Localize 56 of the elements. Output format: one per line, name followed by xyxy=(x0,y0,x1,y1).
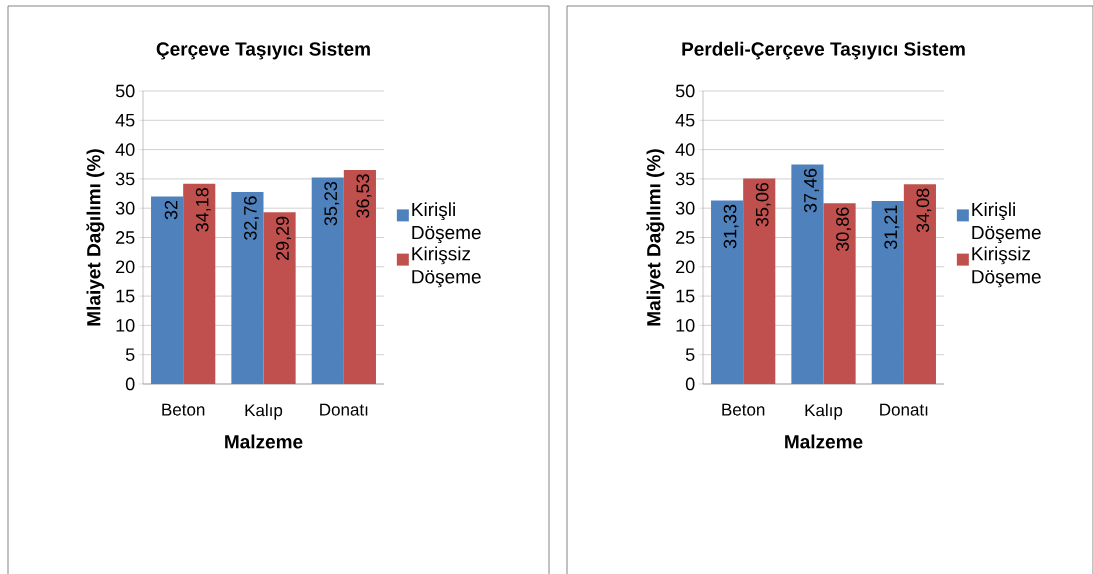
bar xyxy=(791,164,824,384)
y-tick-label: 10 xyxy=(116,319,135,332)
x-tick-label: Kalıp xyxy=(805,403,843,420)
data-label: 36,53 xyxy=(356,174,372,218)
data-label: 30,86 xyxy=(836,207,852,252)
x-tick-label: Donatı xyxy=(320,403,368,416)
y-tick-label: 0 xyxy=(685,377,695,391)
legend-label: Kirişli Döşeme xyxy=(412,202,481,244)
y-tick-label: 15 xyxy=(116,289,135,303)
data-label: 35,23 xyxy=(324,181,340,226)
chart-title: Perdeli-Çerçeve Taşıyıcı Sistem xyxy=(682,41,965,60)
y-tick-label: 45 xyxy=(115,114,135,127)
x-axis-title: Malzeme xyxy=(225,434,303,449)
y-tick-label: 0 xyxy=(125,377,135,391)
x-axis-title: Malzeme xyxy=(785,434,863,449)
bar xyxy=(823,203,856,384)
data-label: 29,29 xyxy=(276,216,292,261)
bar xyxy=(903,184,936,384)
legend-label: Kirişsiz Döşeme xyxy=(412,246,481,288)
bar xyxy=(743,178,776,384)
y-tick-label: 40 xyxy=(675,143,695,156)
data-label: 31,21 xyxy=(884,205,900,249)
data-label: 34,18 xyxy=(195,188,211,232)
bar xyxy=(871,201,904,384)
y-axis-title: Maliyet Dağılımı (%) xyxy=(646,149,665,326)
y-tick-label: 20 xyxy=(676,260,695,274)
data-label: 35,06 xyxy=(755,182,771,227)
y-tick-label: 25 xyxy=(116,231,135,244)
y-tick-label: 5 xyxy=(125,348,135,361)
x-tick-label: Donatı xyxy=(880,403,928,416)
y-tick-label: 10 xyxy=(676,319,695,332)
x-tick-label: Beton xyxy=(162,403,205,416)
bar xyxy=(711,200,744,384)
y-tick-label: 30 xyxy=(115,201,135,215)
y-tick-label: 35 xyxy=(115,172,135,186)
data-label: 31,33 xyxy=(723,204,739,249)
legend-label: Kirişsiz Döşeme xyxy=(972,246,1041,288)
chart-title: Çerçeve Taşıyıcı Sistem xyxy=(156,41,370,60)
data-label: 32 xyxy=(164,200,178,220)
y-tick-label: 50 xyxy=(115,84,135,98)
y-tick-label: 40 xyxy=(115,143,135,156)
y-tick-label: 5 xyxy=(685,348,695,361)
y-axis-title: Mlaiyet Dağılımı (%) xyxy=(86,149,105,326)
y-tick-label: 45 xyxy=(675,114,695,127)
x-tick-label: Beton xyxy=(722,403,765,416)
x-tick-label: Kalıp xyxy=(245,403,283,420)
data-label: 34,08 xyxy=(916,188,932,233)
y-tick-label: 20 xyxy=(116,260,135,274)
y-tick-label: 30 xyxy=(675,201,695,215)
data-label: 37,46 xyxy=(803,168,819,213)
y-tick-label: 15 xyxy=(676,289,695,303)
legend-label: Kirişli Döşeme xyxy=(972,202,1041,244)
data-label: 32,76 xyxy=(243,196,259,240)
y-tick-label: 25 xyxy=(676,231,695,244)
y-tick-label: 35 xyxy=(675,172,695,186)
y-tick-label: 50 xyxy=(675,84,695,98)
